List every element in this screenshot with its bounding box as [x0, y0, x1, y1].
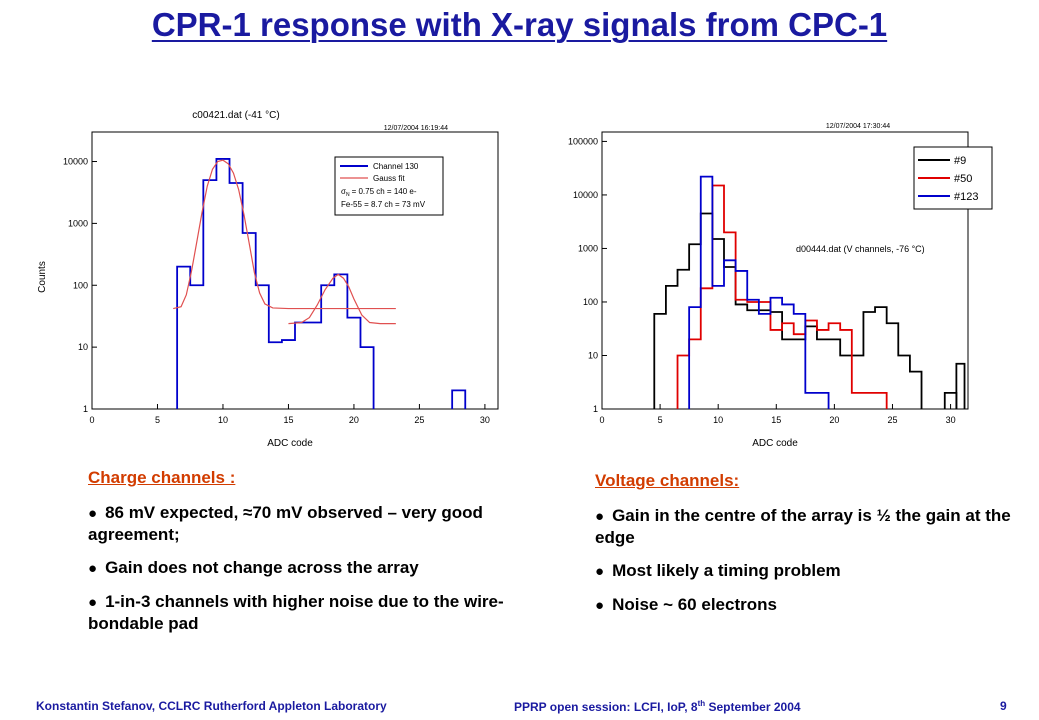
x-tick-label: 0	[89, 415, 94, 425]
slide-title: CPR-1 response with X-ray signals from C…	[151, 6, 888, 43]
y-tick-label: 100	[73, 280, 88, 290]
legend-label-123: #123	[954, 191, 978, 203]
footer-author: Konstantin Stefanov, CCLRC Rutherford Ap…	[36, 699, 387, 713]
series-channel-130-tail	[451, 389, 467, 409]
list-item: Most likely a timing problem	[595, 560, 1025, 582]
legend-label-50: #50	[954, 173, 972, 185]
x-tick-label: 5	[155, 415, 160, 425]
charge-channels-notes: Charge channels : 86 mV expected, ≈70 mV…	[88, 467, 528, 646]
list-item: Gain does not change across the array	[88, 557, 528, 579]
list-item: 86 mV expected, ≈70 mV observed – very g…	[88, 502, 528, 545]
y-tick-label: 10	[588, 350, 598, 360]
y-tick-label: 1	[593, 404, 598, 414]
list-item: 1-in-3 channels with higher noise due to…	[88, 591, 528, 634]
chart-left-title: c00421.dat (-41 °C)	[192, 110, 279, 121]
y-tick-label: 10000	[573, 190, 598, 200]
x-tick-label: 20	[829, 415, 839, 425]
series-50	[676, 184, 888, 409]
x-tick-label: 10	[713, 415, 723, 425]
chart-left-legend: Channel 130 Gauss fit σN = 0.75 ch = 140 …	[334, 156, 444, 216]
chart-left-ylabel: Counts	[37, 261, 48, 293]
x-tick-label: 30	[946, 415, 956, 425]
chart-right-timestamp: 12/07/2004 17:30:44	[826, 123, 890, 130]
y-tick-label: 1000	[578, 243, 598, 253]
y-tick-label: 100	[583, 297, 598, 307]
series-gauss-fit-peak-2	[288, 273, 396, 325]
x-tick-label: 0	[599, 415, 604, 425]
y-tick-label: 10000	[63, 157, 88, 167]
series-channel-130	[176, 158, 375, 409]
legend-sigma: σN = 0.75 ch = 140 e-	[341, 187, 417, 198]
series-9	[653, 212, 923, 409]
chart-right-legend: #9 #50 #123	[913, 146, 993, 210]
legend-fe55: Fe-55 = 8.7 ch = 73 mV	[341, 200, 426, 209]
series-9-extra	[955, 362, 966, 409]
footer-page-number: 9	[1000, 699, 1007, 713]
chart-left-timestamp: 12/07/2004 16:19:44	[384, 125, 448, 132]
x-tick-label: 5	[658, 415, 663, 425]
footer-session: PPRP open session: LCFI, IoP, 8th Septem…	[514, 699, 801, 714]
charge-channels-heading: Charge channels :	[88, 468, 236, 487]
x-tick-label: 15	[283, 415, 293, 425]
list-item: Gain in the centre of the array is ½ the…	[595, 505, 1025, 548]
plot-frame	[91, 131, 499, 410]
legend-label-channel130: Channel 130	[373, 162, 419, 171]
y-tick-label: 100000	[568, 136, 598, 146]
y-tick-label: 1	[83, 404, 88, 414]
chart-right-xlabel: ADC code	[752, 438, 798, 449]
series-123	[688, 175, 830, 409]
list-item: Noise ~ 60 electrons	[595, 594, 1025, 616]
x-tick-label: 25	[887, 415, 897, 425]
x-tick-label: 25	[414, 415, 424, 425]
chart-left-xlabel: ADC code	[267, 438, 313, 449]
y-tick-label: 10	[78, 342, 88, 352]
x-tick-label: 20	[349, 415, 359, 425]
legend-label-9: #9	[954, 155, 966, 167]
legend-label-gaussfit: Gauss fit	[373, 174, 405, 183]
y-tick-label: 1000	[68, 218, 88, 228]
chart-right-title: d00444.dat (V channels, -76 °C)	[796, 244, 925, 254]
x-tick-label: 10	[218, 415, 228, 425]
x-tick-label: 15	[771, 415, 781, 425]
voltage-channels-notes: Voltage channels: Gain in the centre of …	[595, 470, 1025, 628]
voltage-channels-heading: Voltage channels:	[595, 471, 740, 490]
x-tick-label: 30	[480, 415, 490, 425]
plot-frame	[601, 131, 969, 410]
series-gauss-fit-peak-1	[173, 159, 396, 310]
